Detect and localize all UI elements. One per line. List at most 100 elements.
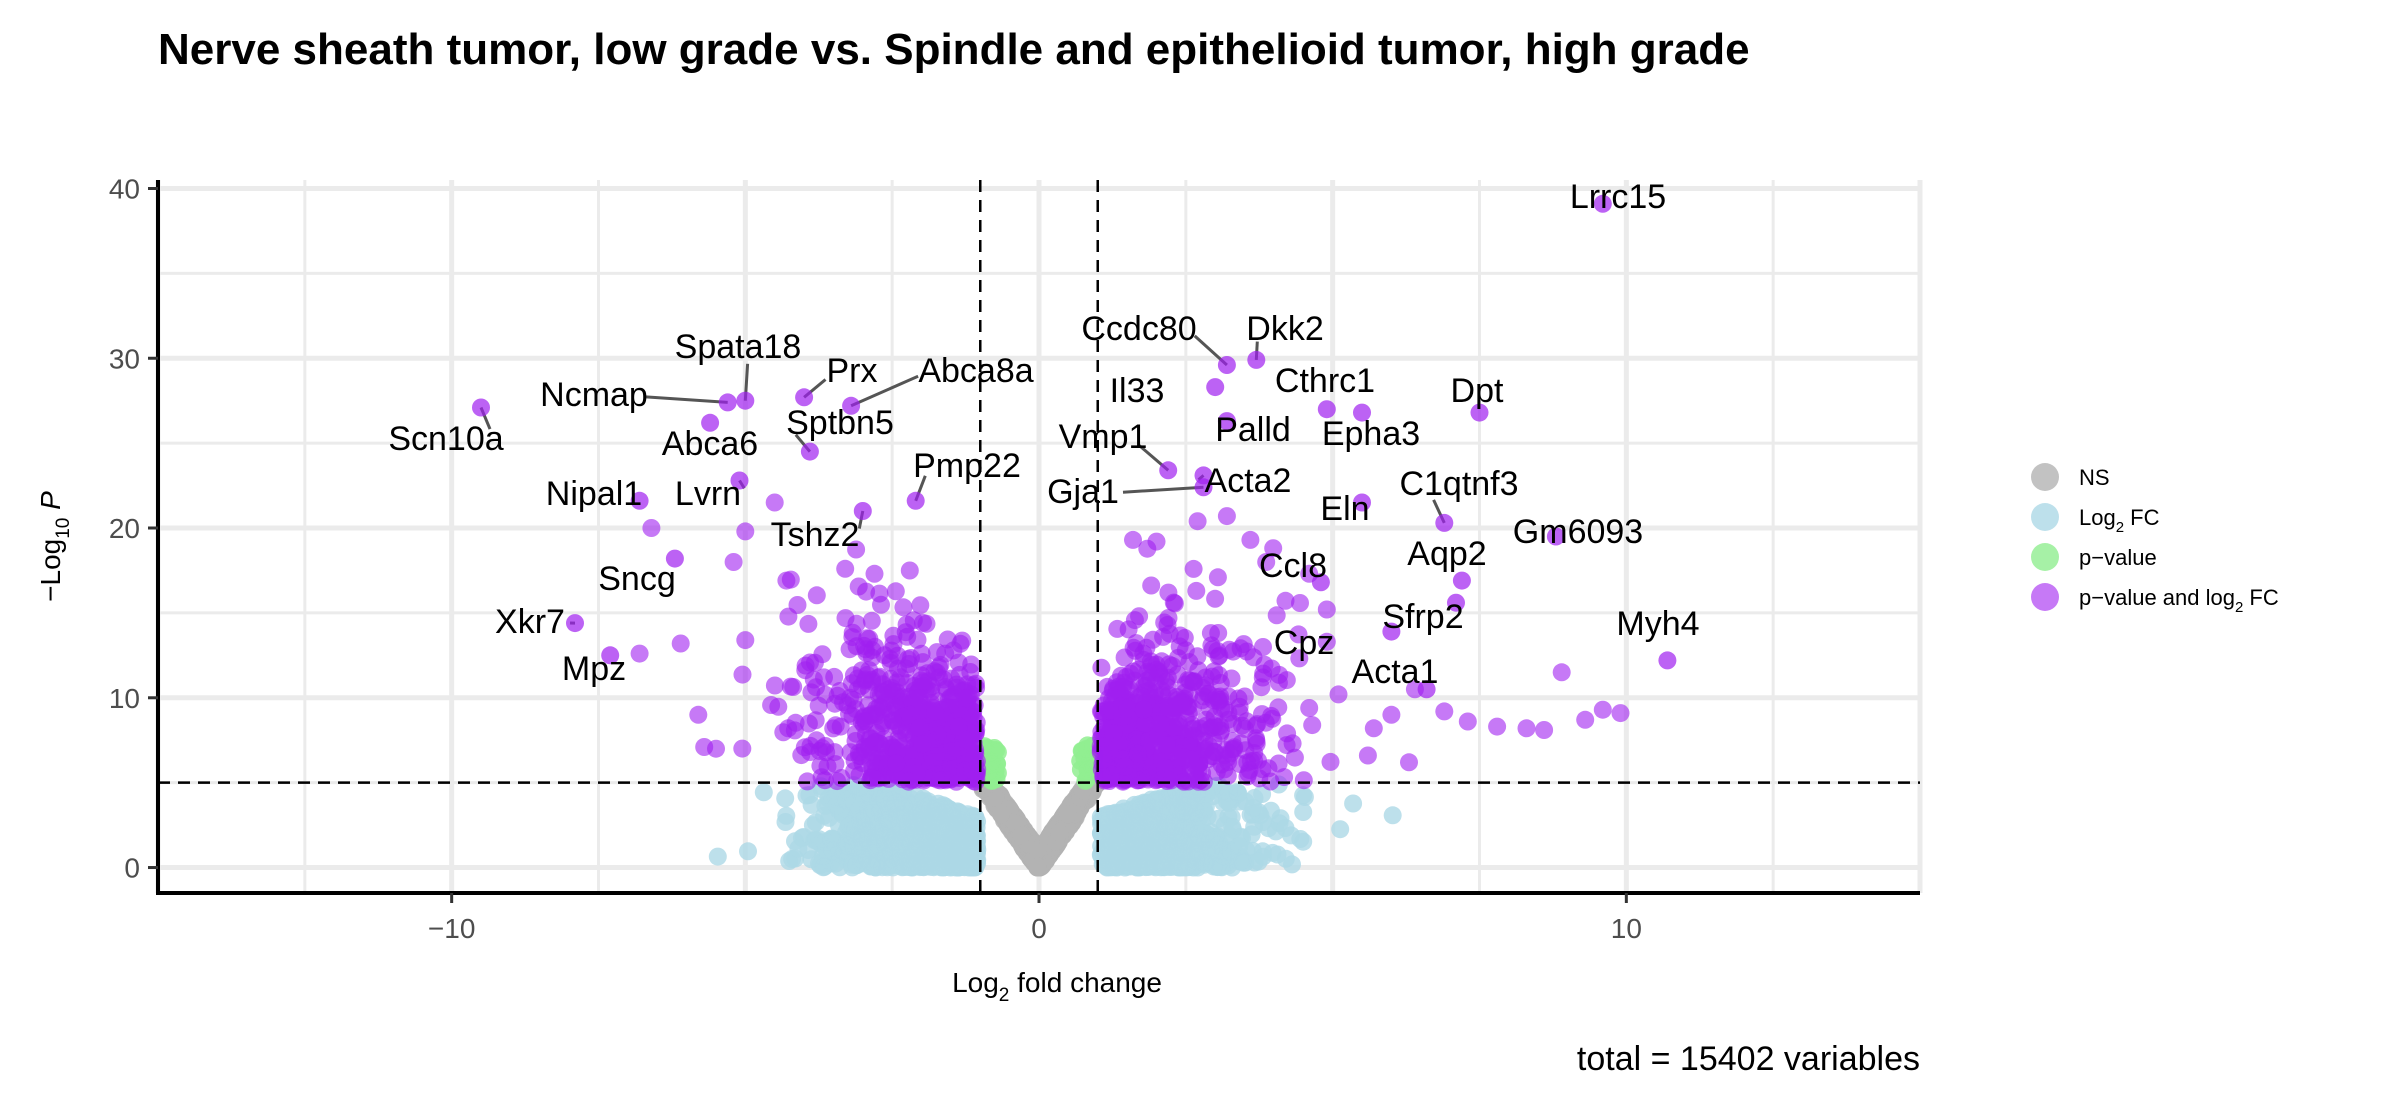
gene-label-acta1: Acta1	[1352, 653, 1439, 691]
significant-point	[1207, 763, 1226, 781]
log2fc-point	[959, 825, 978, 844]
log2fc-point	[1230, 852, 1249, 871]
log2fc-point	[845, 793, 864, 812]
gene-label-c1qtnf3: C1qtnf3	[1399, 465, 1518, 503]
significant-point	[949, 717, 968, 736]
significant-point	[1294, 771, 1313, 790]
log2fc-point	[827, 796, 846, 815]
gene-point-ncmap	[718, 393, 737, 412]
gene-label-dpt: Dpt	[1451, 372, 1504, 410]
significant-point	[1291, 594, 1309, 612]
gene-point-aqp2	[1452, 571, 1471, 590]
gene-point-spata18	[736, 391, 755, 410]
significant-point	[1186, 770, 1205, 789]
legend-swatch-ns	[2031, 463, 2059, 491]
pvalue-point	[982, 771, 1001, 790]
log2fc-point	[934, 835, 953, 854]
significant-point	[847, 614, 866, 633]
log2fc-point	[862, 852, 881, 871]
significant-point	[884, 712, 902, 731]
significant-point	[1611, 704, 1630, 723]
gene-label-lrrc15: Lrrc15	[1570, 178, 1666, 216]
log2fc-point	[1146, 842, 1165, 861]
significant-point	[1136, 714, 1155, 733]
significant-point	[847, 724, 865, 743]
significant-point	[913, 735, 932, 754]
significant-point	[1128, 744, 1147, 763]
gene-point-c1qtnf3	[1435, 513, 1454, 532]
significant-point	[843, 707, 862, 726]
significant-point	[1263, 709, 1282, 728]
log2fc-point	[904, 796, 923, 815]
label-connector	[643, 395, 728, 404]
legend-swatch-pvalue	[2031, 543, 2059, 571]
significant-point	[1176, 641, 1195, 660]
significant-point	[1184, 673, 1203, 691]
significant-point	[910, 689, 929, 708]
significant-point	[1593, 700, 1612, 719]
significant-point	[765, 493, 784, 512]
legend: NS Log2 FC p−value p−value and log2 FC	[2031, 463, 2279, 616]
log2fc-point	[947, 858, 966, 877]
significant-point	[926, 702, 945, 721]
significant-point	[1092, 658, 1111, 677]
significant-point	[1167, 688, 1186, 706]
significant-point	[1124, 530, 1142, 549]
gene-point-scn10a	[472, 398, 490, 417]
gene-label-ccdc80: Ccdc80	[1081, 310, 1196, 348]
gene-label-mpz: Mpz	[562, 650, 626, 688]
log2fc-point	[1229, 784, 1248, 803]
significant-point	[1400, 753, 1418, 772]
significant-point	[1142, 576, 1161, 595]
gene-point-pmp22	[906, 491, 925, 510]
log2fc-point	[883, 858, 902, 877]
significant-point	[733, 739, 752, 758]
significant-point	[847, 540, 866, 559]
gene-label-ncmap: Ncmap	[540, 376, 648, 414]
significant-point	[1259, 759, 1278, 778]
significant-point	[1233, 716, 1251, 735]
y-tick-label: 0	[124, 853, 140, 884]
significant-point	[1220, 640, 1239, 659]
log2fc-point	[708, 847, 727, 866]
log2fc-point	[1249, 852, 1268, 871]
significant-point	[942, 758, 961, 777]
x-axis-title: Log2 fold change	[952, 967, 1162, 1006]
y-tick-label: 40	[109, 173, 140, 204]
significant-point	[1222, 669, 1241, 688]
gene-label-scn10a: Scn10a	[388, 420, 503, 458]
significant-point	[1130, 607, 1149, 626]
significant-point	[900, 655, 919, 673]
significant-point	[840, 640, 859, 659]
log2fc-point	[1169, 828, 1188, 847]
ns-point	[992, 805, 1011, 824]
gene-label-il33: Il33	[1110, 372, 1165, 410]
gene-label-myh4: Myh4	[1616, 605, 1699, 643]
log2fc-point	[847, 856, 866, 875]
gene-label-dkk2: Dkk2	[1246, 310, 1323, 348]
ns-point	[1012, 826, 1031, 845]
significant-point	[936, 678, 955, 697]
significant-point	[1358, 746, 1377, 765]
x-tick-label: 10	[1611, 913, 1642, 944]
significant-point	[689, 705, 708, 724]
significant-point	[798, 772, 817, 791]
significant-point	[777, 571, 796, 590]
significant-point	[1364, 719, 1383, 738]
significant-point	[1134, 700, 1153, 719]
significant-point	[872, 595, 890, 614]
significant-point	[928, 643, 946, 662]
significant-point	[815, 668, 833, 687]
significant-point	[1317, 600, 1336, 619]
gene-point-sptbn5	[800, 442, 819, 461]
significant-point	[860, 661, 879, 680]
log2fc-point	[1099, 848, 1118, 867]
significant-point	[942, 742, 961, 761]
log2fc-point	[1106, 804, 1125, 823]
grid-lines	[155, 180, 1923, 893]
log2fc-point	[1183, 836, 1202, 855]
legend-label-both: p−value and log2 FC	[2079, 585, 2279, 616]
significant-point	[736, 522, 755, 541]
significant-point	[1157, 736, 1176, 755]
